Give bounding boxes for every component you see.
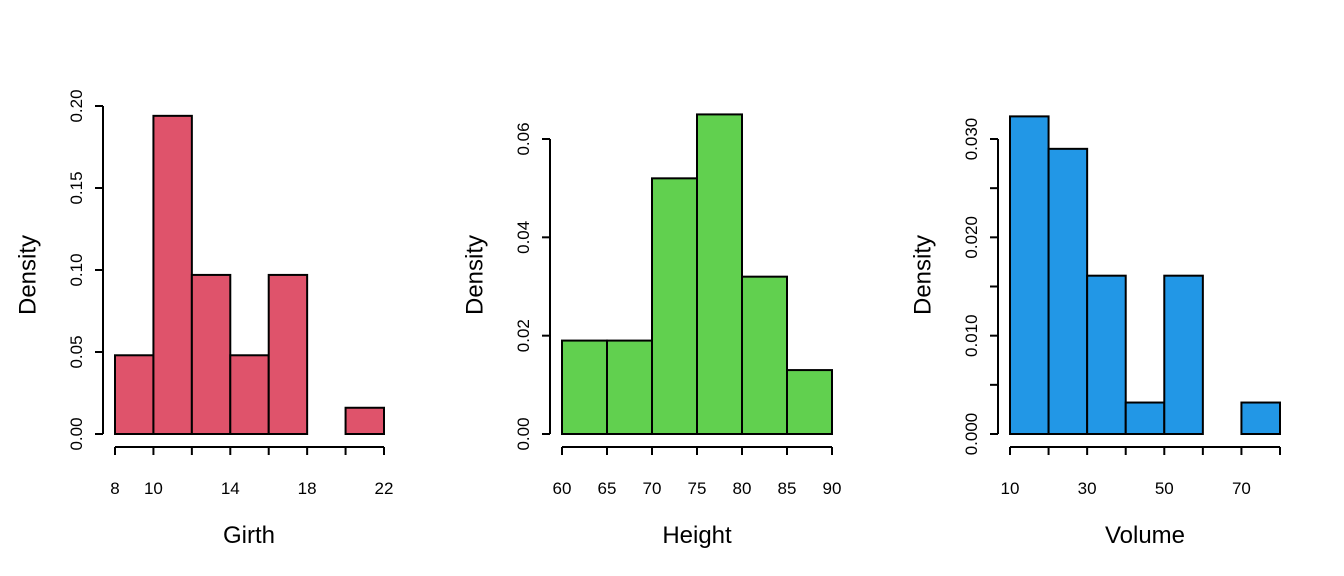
x-tick-label: 80 [733,479,752,498]
histogram-bar [267,273,309,436]
histogram-bar [606,339,653,436]
panel-volume: 10 30 50 70 0.000 0.010 0.020 0.030 Volume Densit… [909,115,1282,549]
histogram-bar [1240,401,1282,435]
x-axis-title: Height [662,522,732,549]
y-tick-label: 0.00 [67,417,86,450]
x-axis-title: Girth [223,522,275,549]
y-tick-label: 0.00 [514,417,533,450]
y-tick-label: 0.020 [962,216,981,259]
panel-girth: 8 10 14 18 22 0.00 0.05 0.10 0.15 0.20 Girth Densit… [14,89,393,549]
x-tick-label: 90 [823,479,842,498]
histogram-bar [741,275,788,435]
histogram-bar [1047,147,1089,435]
x-tick-label: 65 [598,479,617,498]
x-tick-label: 18 [298,479,317,498]
histogram-bar [1163,274,1204,435]
y-tick-label: 0.030 [962,118,981,161]
histogram-bar [696,113,743,436]
x-tick-label: 50 [1155,479,1174,498]
histogram-bar [114,354,155,435]
y-tick-label: 0.10 [67,253,86,286]
y-tick-label: 0.15 [67,171,86,204]
histogram-bar [344,406,386,436]
y-axis-title: Density [14,235,41,315]
x-tick-label: 22 [375,479,394,498]
histogram-bar [561,339,608,436]
histogram-bar [651,177,698,435]
x-tick-label: 85 [778,479,797,498]
y-tick-label: 0.000 [962,413,981,456]
x-tick-label: 10 [144,479,163,498]
x-tick-label: 60 [553,479,572,498]
y-axis-title: Density [909,235,936,315]
x-tick-label: 70 [643,479,662,498]
x-tick-label: 30 [1078,479,1097,498]
histogram-bar [229,354,270,435]
histogram-bar [152,114,193,435]
y-tick-label: 0.04 [514,221,533,254]
y-tick-label: 0.06 [514,122,533,155]
y-tick-label: 0.20 [67,89,86,122]
x-tick-label: 14 [221,479,240,498]
panel-height: 60 65 70 75 80 85 90 0.00 0.02 0.04 0.06 Height Dens… [461,113,842,549]
x-tick-label: 75 [688,479,707,498]
x-axis-title: Volume [1105,522,1185,549]
histogram-bar [1086,274,1127,435]
y-tick-label: 0.02 [514,319,533,352]
histogram-bar [1124,401,1166,435]
x-tick-label: 70 [1232,479,1251,498]
histogram-bar [1009,115,1050,435]
y-tick-label: 0.05 [67,335,86,368]
y-tick-label: 0.010 [962,314,981,357]
histogram-bar [190,273,232,436]
histogram-bar [786,369,833,436]
x-tick-label: 8 [110,479,119,498]
x-tick-label: 10 [1001,479,1020,498]
y-axis-title: Density [461,235,488,315]
